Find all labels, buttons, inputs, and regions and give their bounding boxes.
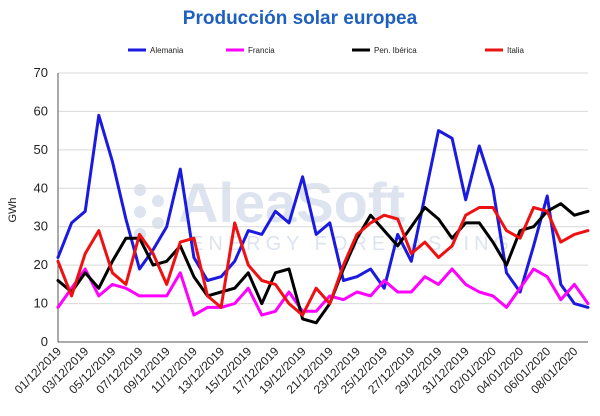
chart-title: Producción solar europea [182, 8, 418, 29]
series-line-pen-ib-rica [56, 202, 590, 325]
gridlines [58, 72, 588, 305]
y-tick-label: 50 [34, 142, 48, 157]
y-tick-label: 0 [41, 334, 48, 349]
axes [57, 73, 588, 343]
y-tick-label: 60 [34, 103, 48, 118]
legend-label: Pen. Ibérica [374, 46, 417, 55]
legend-label: Francia [248, 46, 275, 55]
y-axis-label: GWh [7, 197, 19, 222]
y-tick-label: 40 [34, 180, 48, 195]
series-lines [56, 113, 590, 325]
watermark-brand: AleaSoft [178, 171, 405, 234]
legend: Alemania Francia Pen. Ibérica Italia [128, 46, 524, 55]
y-tick-label: 70 [34, 65, 48, 80]
x-axis-ticks: 01/12/201903/12/201905/12/201907/12/2019… [12, 344, 581, 397]
watermark-tagline: ENERGY FORECASTING [190, 233, 514, 255]
series-line-italia [56, 206, 590, 317]
series-line-alemania [56, 113, 590, 309]
series-line-francia [56, 267, 590, 317]
legend-label: Italia [507, 46, 524, 55]
y-tick-label: 10 [34, 296, 48, 311]
watermark-logo-icon [134, 184, 164, 240]
y-axis-ticks: 0 10 20 30 40 50 60 70 [34, 65, 48, 349]
legend-label: Alemania [150, 46, 184, 55]
y-tick-label: 20 [34, 257, 48, 272]
y-tick-label: 30 [34, 219, 48, 234]
